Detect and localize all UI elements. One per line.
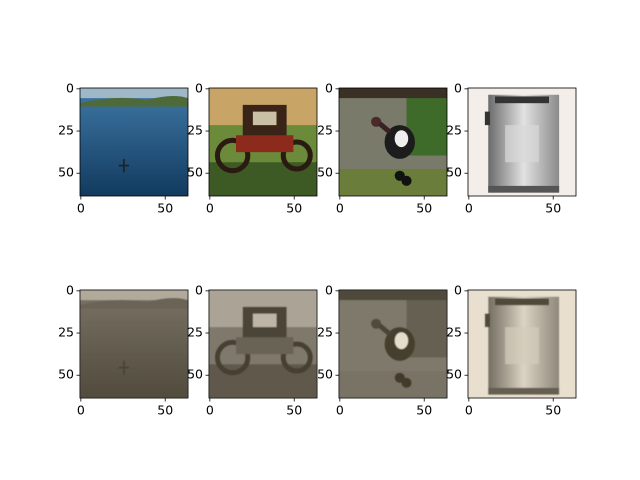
x-tick-label: 0 bbox=[465, 201, 473, 216]
y-tick-label: 25 bbox=[187, 123, 203, 138]
y-tick-label: 50 bbox=[58, 165, 74, 180]
y-tick-label: 0 bbox=[195, 80, 203, 95]
axes-frame bbox=[338, 289, 448, 399]
y-tick-label: 0 bbox=[454, 282, 462, 297]
axes-frame bbox=[467, 289, 577, 399]
y-tick-label: 25 bbox=[317, 123, 333, 138]
image bbox=[209, 88, 317, 196]
y-tick-label: 25 bbox=[446, 123, 462, 138]
y-tick-label: 25 bbox=[58, 123, 74, 138]
axes-frame bbox=[79, 289, 189, 399]
x-tick-label: 0 bbox=[77, 403, 85, 418]
x-tick-label: 50 bbox=[545, 201, 561, 216]
axes-frame bbox=[467, 87, 577, 197]
axes-frame bbox=[79, 87, 189, 197]
x-tick-label: 0 bbox=[206, 403, 214, 418]
x-tick-label: 0 bbox=[336, 403, 344, 418]
image bbox=[80, 88, 188, 196]
x-tick-label: 50 bbox=[157, 201, 173, 216]
y-tick-label: 50 bbox=[187, 165, 203, 180]
x-tick-label: 50 bbox=[545, 403, 561, 418]
image bbox=[468, 88, 576, 196]
axes-frame bbox=[208, 87, 318, 197]
y-tick-label: 25 bbox=[317, 325, 333, 340]
x-tick-label: 50 bbox=[286, 201, 302, 216]
image bbox=[209, 290, 317, 398]
x-tick-label: 0 bbox=[206, 201, 214, 216]
x-tick-label: 0 bbox=[465, 403, 473, 418]
image bbox=[339, 88, 447, 196]
x-tick-label: 0 bbox=[77, 201, 85, 216]
y-tick-label: 50 bbox=[187, 367, 203, 382]
y-tick-label: 25 bbox=[58, 325, 74, 340]
y-tick-label: 0 bbox=[66, 282, 74, 297]
y-tick-label: 50 bbox=[58, 367, 74, 382]
y-tick-label: 0 bbox=[325, 282, 333, 297]
y-tick-label: 50 bbox=[317, 367, 333, 382]
axes-frame bbox=[338, 87, 448, 197]
y-tick-label: 50 bbox=[446, 367, 462, 382]
x-tick-label: 50 bbox=[416, 403, 432, 418]
x-tick-label: 50 bbox=[286, 403, 302, 418]
y-tick-label: 0 bbox=[66, 80, 74, 95]
y-tick-label: 25 bbox=[446, 325, 462, 340]
image bbox=[339, 290, 447, 398]
x-tick-label: 0 bbox=[336, 201, 344, 216]
x-tick-label: 50 bbox=[416, 201, 432, 216]
y-tick-label: 50 bbox=[446, 165, 462, 180]
y-tick-label: 0 bbox=[195, 282, 203, 297]
x-tick-label: 50 bbox=[157, 403, 173, 418]
axes-frame bbox=[208, 289, 318, 399]
y-tick-label: 0 bbox=[325, 80, 333, 95]
y-tick-label: 50 bbox=[317, 165, 333, 180]
y-tick-label: 25 bbox=[187, 325, 203, 340]
y-tick-label: 0 bbox=[454, 80, 462, 95]
image bbox=[468, 290, 576, 398]
image bbox=[80, 290, 188, 398]
